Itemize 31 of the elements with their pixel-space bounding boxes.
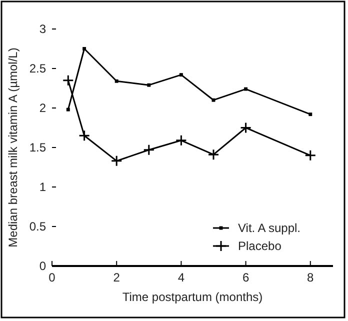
y-tick-label: 2 <box>39 100 46 115</box>
x-tick-label: 4 <box>178 270 185 285</box>
y-tick-label: 1 <box>39 180 46 194</box>
point <box>304 150 316 162</box>
point <box>78 130 90 142</box>
point <box>66 108 70 112</box>
legend-label: Vit. A suppl. <box>238 221 300 235</box>
y-tick-label: 2.5 <box>29 61 46 76</box>
point <box>114 79 118 83</box>
point <box>143 144 155 156</box>
point <box>179 73 183 77</box>
y-tick-label: 1.5 <box>29 140 46 154</box>
point <box>208 148 220 160</box>
point <box>110 155 122 167</box>
legend-label: Placebo <box>238 239 282 253</box>
point <box>308 112 312 116</box>
x-tick-label: 6 <box>242 270 250 285</box>
x-tick-label: 0 <box>48 270 56 285</box>
point <box>82 47 86 50</box>
point <box>244 87 248 91</box>
y-tick-label: 0 <box>39 258 46 273</box>
y-tick-label: 0.5 <box>29 219 46 234</box>
x-tick-label: 8 <box>307 270 314 285</box>
point <box>62 74 74 86</box>
point <box>147 83 151 87</box>
y-axis-title: Median breast milk vitamin A (µmol/L) <box>6 48 20 248</box>
point <box>175 134 187 146</box>
y-tick-label: 3 <box>39 22 46 36</box>
point <box>240 122 252 134</box>
x-axis-title: Time postpartum (months) <box>122 290 263 304</box>
x-tick-label: 2 <box>113 270 120 285</box>
